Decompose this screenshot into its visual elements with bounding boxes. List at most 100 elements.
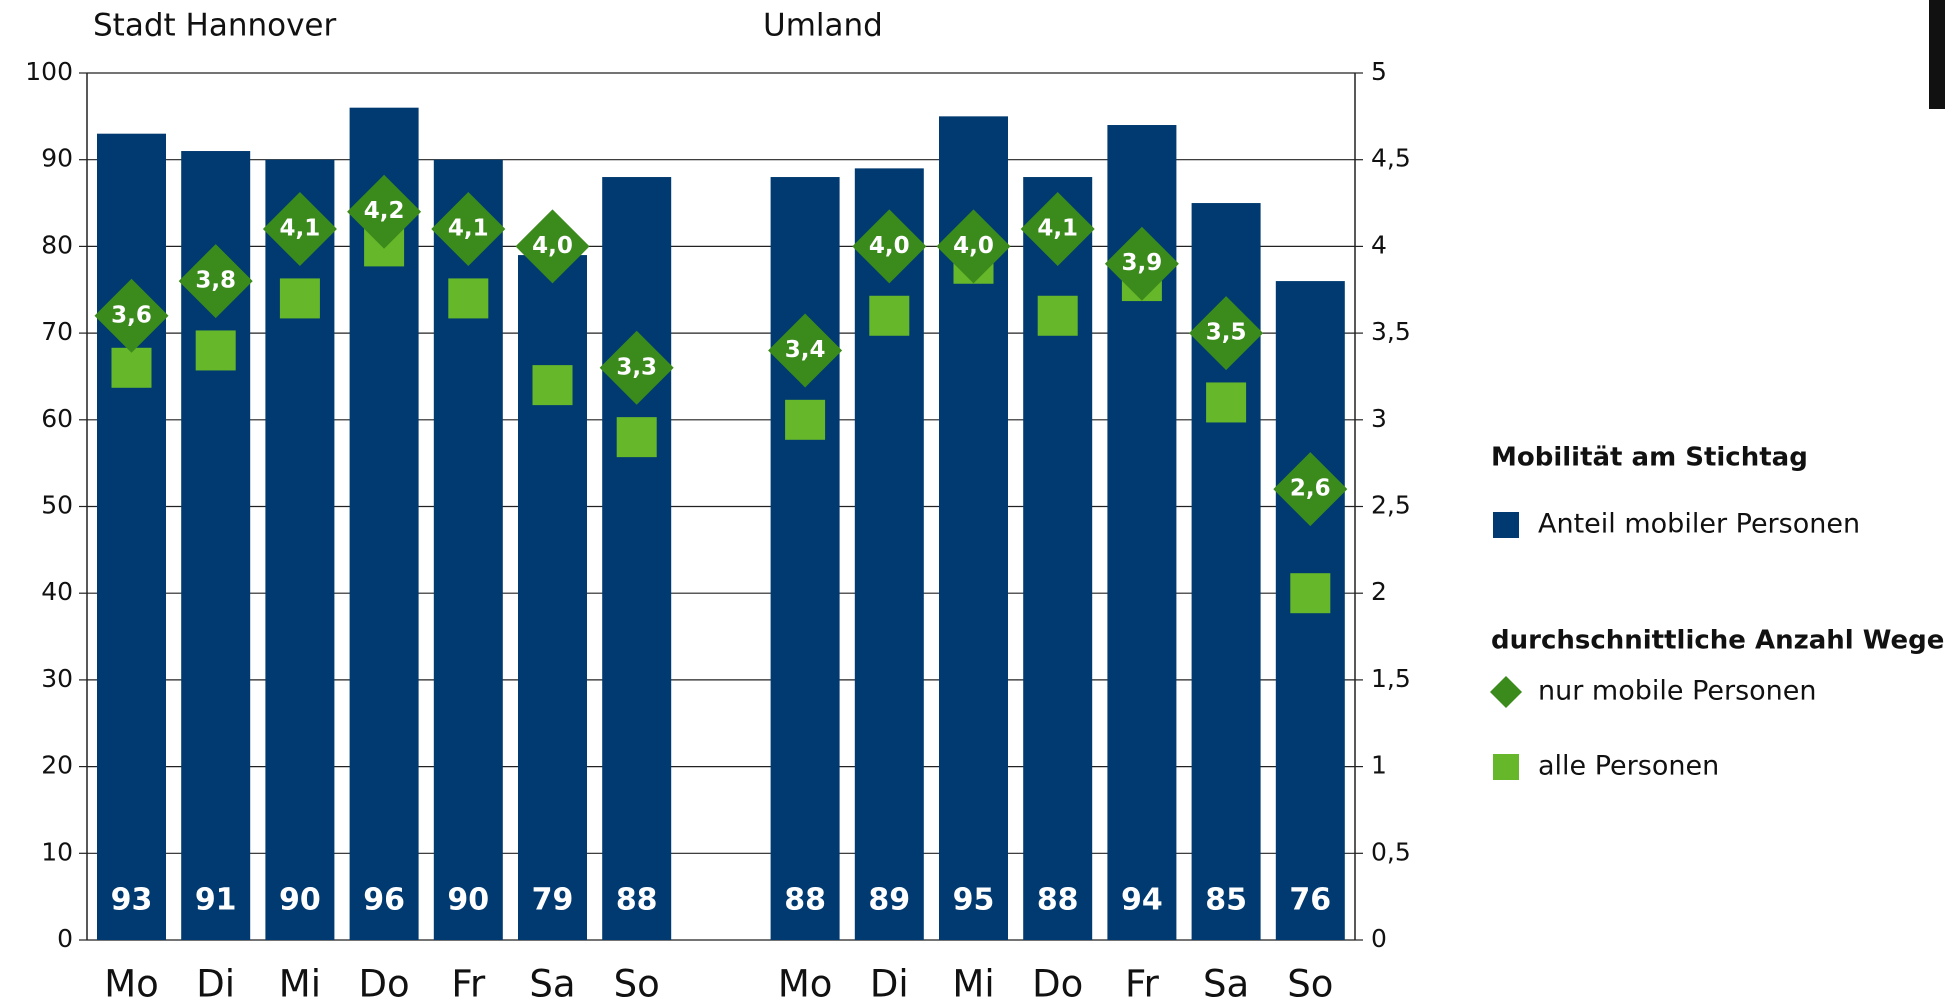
bar-label: 91	[195, 883, 237, 918]
diamond-label: 3,8	[195, 268, 236, 294]
bar	[770, 177, 840, 941]
square-marker	[1290, 573, 1331, 614]
diamond-label: 4,0	[532, 233, 573, 259]
legend-marker	[1490, 676, 1522, 708]
diamond-label: 3,6	[111, 302, 152, 328]
bar	[854, 168, 924, 940]
x-tick-label: Do	[359, 963, 410, 1004]
bar	[602, 177, 672, 941]
diamond-marker	[1273, 452, 1348, 527]
y-tick-label: 100	[25, 57, 73, 86]
y-tick-label: 60	[41, 404, 73, 433]
x-tick-label: Fr	[1125, 963, 1160, 1004]
square-marker	[1206, 382, 1247, 423]
y-tick-label: 40	[41, 577, 73, 606]
diamond-label: 4,0	[953, 233, 994, 259]
bar-label: 93	[111, 883, 153, 918]
diamond-marker	[936, 209, 1011, 284]
y-tick-label: 10	[41, 837, 73, 866]
x-tick-label: Fr	[451, 963, 486, 1004]
bar-label: 88	[1037, 883, 1079, 918]
x-tick-label: Mi	[279, 963, 321, 1004]
x-tick-label: Do	[1032, 963, 1083, 1004]
bar-label: 94	[1121, 883, 1163, 918]
x-tick-label: Mi	[952, 963, 994, 1004]
y-tick-label: 70	[41, 317, 73, 346]
diamond-label: 4,1	[1037, 216, 1078, 242]
edge-bar	[1929, 0, 1945, 109]
bar-label: 96	[363, 883, 405, 918]
y2-tick-label: 4	[1371, 230, 1387, 259]
y2-tick-label: 5	[1371, 57, 1387, 86]
bar-label: 89	[868, 883, 910, 918]
square-marker	[532, 365, 573, 406]
y-tick-label: 30	[41, 664, 73, 693]
y-tick-label: 90	[41, 144, 73, 173]
square-marker	[785, 399, 826, 440]
square-marker	[111, 347, 152, 388]
diamond-marker	[94, 278, 169, 353]
bar-label: 88	[616, 883, 658, 918]
legend-marker	[1493, 754, 1519, 780]
diamond-label: 3,4	[785, 337, 826, 363]
bar-label: 76	[1289, 883, 1331, 918]
square-marker	[616, 417, 657, 458]
bar	[1023, 177, 1093, 941]
y-tick-label: 50	[41, 491, 73, 520]
x-tick-label: Mo	[104, 963, 159, 1004]
bar	[518, 255, 587, 940]
diamond-marker	[1104, 226, 1179, 301]
y-tick-label: 0	[57, 924, 73, 953]
diamond-label: 4,1	[280, 216, 321, 242]
y2-tick-label: 3	[1371, 404, 1387, 433]
y2-tick-label: 1	[1371, 751, 1387, 780]
legend-label: alle Personen	[1538, 751, 1719, 782]
legend-marker	[1493, 512, 1519, 538]
bar	[433, 159, 503, 940]
bar-label: 90	[279, 883, 321, 918]
y2-tick-label: 0,5	[1371, 837, 1411, 866]
diamond-label: 2,6	[1290, 476, 1331, 502]
y2-tick-label: 2,5	[1371, 491, 1411, 520]
diamond-marker	[431, 192, 506, 267]
bar-label: 85	[1205, 883, 1247, 918]
bar-label: 79	[532, 883, 574, 918]
x-tick-label: Mo	[778, 963, 833, 1004]
y2-tick-label: 2	[1371, 577, 1387, 606]
diamond-marker	[1189, 296, 1264, 371]
y2-tick-label: 0	[1371, 924, 1387, 953]
diamond-label: 4,2	[364, 198, 405, 224]
legend-label: nur mobile Personen	[1538, 676, 1817, 707]
diamond-marker	[262, 192, 337, 267]
x-tick-label: Di	[196, 963, 235, 1004]
group-label: Stadt Hannover	[93, 8, 337, 44]
x-tick-label: So	[614, 963, 660, 1004]
diamond-label: 3,5	[1206, 320, 1247, 346]
diamond-marker	[768, 313, 843, 388]
diamond-marker	[852, 209, 927, 284]
diamond-marker	[347, 174, 422, 249]
y2-tick-label: 1,5	[1371, 664, 1411, 693]
group-label: Umland	[763, 8, 883, 44]
x-tick-label: Di	[870, 963, 909, 1004]
y2-tick-label: 4,5	[1371, 144, 1411, 173]
x-tick-label: Sa	[529, 963, 575, 1004]
square-marker	[195, 330, 236, 371]
y-tick-label: 20	[41, 751, 73, 780]
bar	[97, 133, 166, 940]
diamond-label: 3,9	[1122, 250, 1163, 276]
diamond-label: 4,1	[448, 216, 489, 242]
bar-label: 88	[784, 883, 826, 918]
legend-label: Anteil mobiler Personen	[1538, 509, 1860, 540]
y2-tick-label: 3,5	[1371, 317, 1411, 346]
legend-title: durchschnittliche Anzahl Wege	[1491, 626, 1944, 656]
diamond-marker	[515, 209, 590, 284]
bar-label: 95	[953, 883, 995, 918]
diamond-marker	[1020, 192, 1095, 267]
bar-label: 90	[447, 883, 489, 918]
square-marker	[869, 295, 910, 336]
y-tick-label: 80	[41, 230, 73, 259]
diamond-label: 4,0	[869, 233, 910, 259]
diamond-label: 3,3	[616, 354, 657, 380]
